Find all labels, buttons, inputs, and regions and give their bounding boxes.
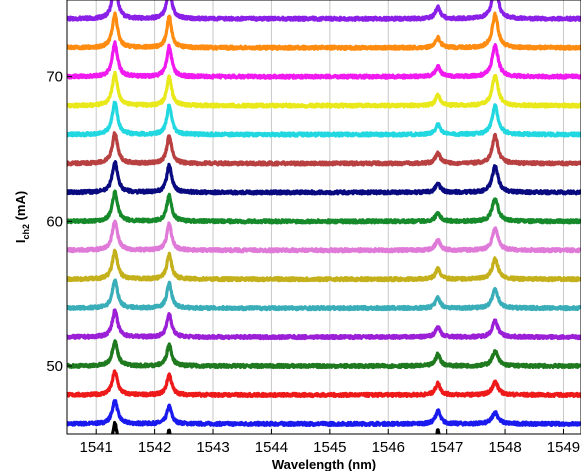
- y-axis-label: Ich2 (mA): [13, 191, 31, 243]
- y-axis-ticks: 50 60 70: [46, 69, 72, 375]
- x-tick-label: 1548: [488, 439, 521, 456]
- series-line-2: [67, 339, 581, 370]
- series-line-7: [67, 189, 581, 225]
- x-tick-label: 1545: [313, 439, 346, 456]
- series-line-0: [67, 399, 581, 428]
- x-tick-label: 1543: [196, 439, 229, 456]
- series-line-10: [67, 100, 581, 138]
- y-tick-label: 60: [46, 213, 63, 230]
- y-tick-label: 50: [46, 358, 63, 375]
- series-line-6: [67, 219, 581, 254]
- y-axis-label-subscript: ch2: [21, 224, 31, 240]
- series-line-14: [67, 0, 581, 22]
- x-axis-label: Wavelength (nm): [272, 457, 376, 471]
- x-tick-label: 1546: [372, 439, 405, 456]
- series-line-3: [67, 308, 581, 341]
- y-tick-label: 70: [46, 69, 63, 86]
- x-tick-label: 1542: [138, 439, 171, 456]
- series-line-12: [67, 40, 581, 80]
- series-line-9: [67, 131, 581, 167]
- series-line-11: [67, 70, 581, 109]
- x-axis-ticks: 1541 1542 1543 1544 1545 1546 1547 1548 1549: [80, 429, 580, 456]
- series-line-13: [67, 11, 581, 51]
- series-line-4: [67, 278, 581, 312]
- x-tick-label: 1544: [255, 439, 288, 456]
- y-axis-label-unit: (mA): [13, 191, 28, 224]
- series-lines: [67, 0, 581, 434]
- x-tick-label: 1549: [547, 439, 580, 456]
- grid: [95, 0, 564, 434]
- series-line-1: [67, 369, 581, 399]
- y-axis-label-main: I: [13, 240, 28, 244]
- plot-frame: [66, 0, 581, 435]
- series-line-8: [67, 160, 581, 196]
- x-tick-label: 1541: [80, 439, 113, 456]
- x-tick-label: 1547: [430, 439, 463, 456]
- series-line-5: [67, 248, 581, 283]
